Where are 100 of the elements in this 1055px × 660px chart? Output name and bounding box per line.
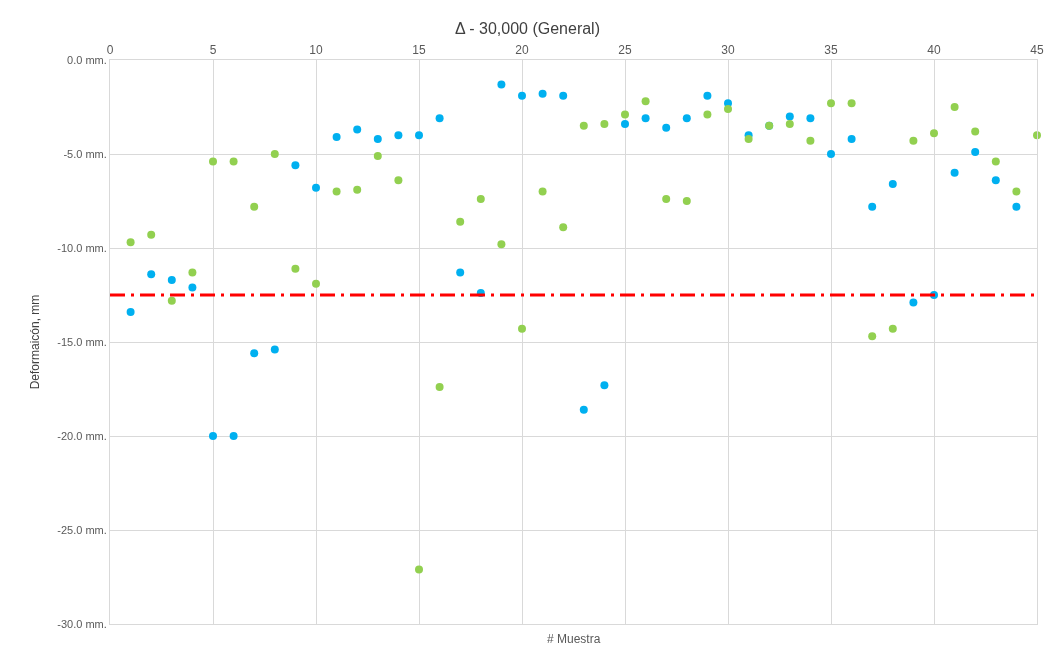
point [167, 296, 176, 305]
point [785, 112, 794, 121]
x-tick-label: 10 [309, 43, 323, 58]
point [415, 131, 423, 140]
point [147, 230, 156, 239]
x-tick-label: 40 [927, 43, 941, 58]
point [991, 157, 1000, 166]
point [1012, 202, 1021, 211]
x-tick-label: 15 [412, 43, 426, 58]
point [332, 133, 341, 142]
x-tick-label: 25 [618, 43, 632, 58]
point [250, 349, 259, 358]
point [538, 187, 547, 196]
point [847, 134, 856, 143]
point [559, 223, 568, 232]
point [868, 202, 877, 211]
point [909, 136, 918, 145]
point [394, 131, 403, 140]
point [662, 123, 671, 132]
point [991, 176, 1000, 185]
point [703, 110, 712, 119]
point [888, 180, 897, 189]
x-tick-label: 5 [209, 43, 217, 58]
point [167, 275, 176, 284]
point [312, 279, 320, 288]
point [518, 91, 526, 100]
point [971, 148, 980, 157]
y-tick-label: -10.0 mm. [57, 241, 107, 254]
point [518, 324, 526, 333]
point [827, 99, 835, 108]
point [456, 217, 465, 226]
point [126, 307, 135, 316]
point [682, 114, 691, 123]
point [188, 268, 197, 277]
point [950, 103, 959, 111]
point [147, 270, 156, 279]
point [476, 195, 485, 204]
point [579, 405, 588, 414]
point [806, 114, 815, 123]
y-tick-label: -25.0 mm. [57, 523, 107, 536]
point [682, 197, 691, 205]
point [415, 565, 423, 574]
point [435, 114, 444, 123]
y-tick-label: 0.0 mm. [67, 53, 107, 66]
y-tick-label: -15.0 mm. [57, 335, 107, 348]
point [847, 99, 856, 108]
point [270, 345, 279, 354]
point [497, 240, 506, 249]
chart-title: Δ - 30,000 (General) [455, 20, 600, 38]
point [209, 157, 217, 166]
x-tick-label: 0 [106, 43, 114, 58]
point [909, 298, 918, 307]
point [435, 383, 444, 392]
point [229, 157, 238, 166]
point [353, 125, 362, 134]
point [538, 89, 547, 98]
point [188, 283, 197, 292]
point [621, 110, 629, 119]
point [497, 80, 506, 89]
point [600, 119, 609, 128]
point [641, 114, 650, 123]
point [641, 97, 650, 106]
x-tick-label: 20 [515, 43, 529, 58]
point [930, 129, 938, 138]
point [724, 104, 732, 113]
point [888, 324, 897, 333]
point [291, 264, 300, 273]
point [579, 121, 588, 130]
x-tick-label: 35 [824, 43, 838, 58]
point [353, 185, 362, 194]
point [806, 136, 815, 145]
point [250, 202, 259, 211]
point [600, 381, 609, 390]
point [785, 119, 794, 128]
point [270, 150, 279, 158]
point [559, 91, 568, 100]
point [312, 183, 320, 192]
point [971, 127, 980, 136]
x-tick-label: 30 [721, 43, 735, 58]
point [373, 134, 382, 143]
x-tick-label: 45 [1030, 43, 1044, 58]
point [662, 195, 671, 204]
point [1012, 187, 1021, 196]
point [703, 91, 712, 100]
point [827, 150, 835, 158]
point [209, 432, 217, 440]
point [229, 432, 238, 440]
point [621, 119, 629, 128]
y-axis-title: Deformaicón, mm [27, 294, 42, 390]
point [868, 332, 877, 341]
point [332, 187, 341, 196]
y-tick-label: -20.0 mm. [57, 429, 107, 442]
y-tick-label: -5.0 mm. [63, 147, 107, 160]
point [394, 176, 403, 185]
y-tick-label: -30.0 mm. [57, 617, 107, 630]
x-axis-title: # Muestra [547, 632, 601, 646]
point [373, 151, 382, 160]
point [950, 168, 959, 177]
point [456, 268, 465, 277]
point [291, 161, 300, 170]
